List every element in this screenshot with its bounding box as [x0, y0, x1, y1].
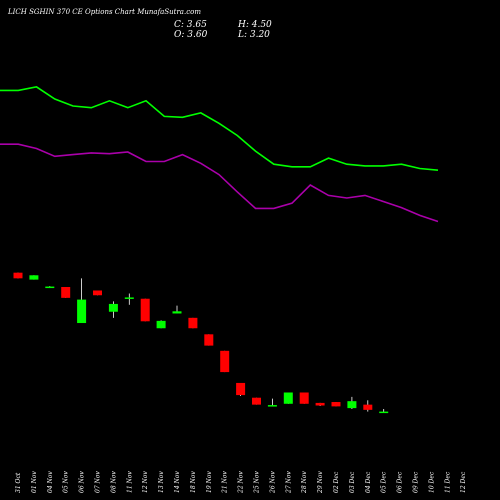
candle-body [172, 311, 182, 314]
candle-body [315, 402, 325, 406]
candle-body [140, 298, 150, 322]
candle-body [283, 392, 293, 404]
x-tick-label: 06 Nov [79, 471, 86, 493]
lower-line-series [0, 143, 439, 223]
x-tick-label: 02 Dec [333, 471, 340, 493]
low-readout: L: 3.20 [238, 30, 270, 40]
candle-body [61, 287, 71, 298]
candle-body [13, 272, 23, 279]
open-readout: O: 3.60 [174, 30, 208, 40]
x-tick-label: 12 Dec [460, 471, 467, 493]
candle-body [220, 350, 230, 373]
candle-body [299, 392, 309, 404]
x-tick-label: 07 Nov [95, 471, 102, 493]
candle-body [188, 317, 198, 329]
x-tick-label: 28 Nov [301, 471, 308, 494]
x-tick-label: 31 Oct [15, 472, 22, 493]
x-tick-label: 06 Dec [397, 471, 404, 493]
upper-line-series [0, 86, 439, 171]
x-tick-label: 18 Nov [190, 471, 197, 493]
candle-body [29, 275, 39, 280]
candle-body [204, 334, 214, 346]
x-tick-label: 10 Dec [428, 471, 435, 493]
x-tick-label: 29 Nov [317, 471, 324, 494]
candle-body [45, 286, 55, 289]
candle-body [267, 405, 277, 407]
candle-body [108, 303, 118, 312]
x-tick-label: 21 Nov [222, 471, 229, 494]
x-tick-label: 11 Dec [444, 471, 451, 493]
candle-body [363, 404, 373, 410]
candle-body [331, 402, 341, 407]
x-tick-label: 27 Nov [285, 471, 292, 494]
candle-body [236, 382, 246, 396]
close-readout: C: 3.65 [174, 20, 207, 30]
candle-body [124, 297, 134, 299]
x-tick-label: 08 Nov [110, 471, 117, 493]
candle-body [252, 397, 261, 405]
x-tick-label: 11 Nov [126, 471, 133, 493]
candle-body [347, 401, 357, 409]
x-tick-label: 12 Nov [142, 471, 149, 493]
x-tick-label: 14 Nov [174, 471, 181, 493]
candle-body [77, 299, 87, 324]
x-tick-label: 13 Nov [158, 471, 165, 493]
x-tick-label: 26 Nov [269, 471, 276, 494]
candle-body [156, 320, 166, 329]
x-tick-label: 01 Nov [31, 471, 38, 493]
candle-body [93, 290, 102, 296]
candle-body [379, 411, 389, 414]
chart-title: LICH SGHIN 370 CE Options Chart MunafaSu… [8, 8, 201, 16]
x-tick-label: 03 Dec [349, 471, 356, 493]
x-tick-label: 25 Nov [254, 471, 261, 494]
x-tick-label: 22 Nov [238, 471, 245, 494]
x-tick-label: 04 Nov [47, 471, 54, 493]
high-readout: H: 4.50 [238, 20, 272, 30]
x-tick-label: 05 Dec [381, 471, 388, 493]
x-tick-label: 19 Nov [206, 471, 213, 493]
x-tick-label: 05 Nov [63, 471, 70, 493]
x-tick-label: 04 Dec [365, 471, 372, 493]
x-tick-label: 09 Dec [413, 471, 420, 493]
